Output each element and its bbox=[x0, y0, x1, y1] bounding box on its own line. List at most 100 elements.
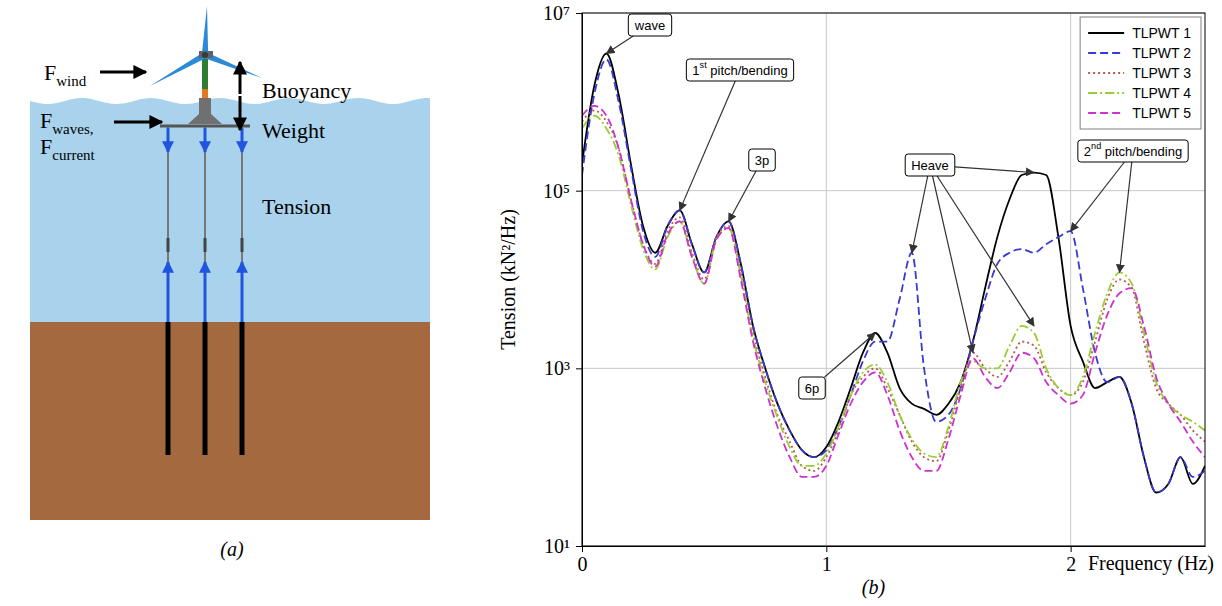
tick: 10¹ bbox=[544, 535, 582, 557]
annotation-arrows bbox=[1071, 162, 1132, 272]
tick-mark bbox=[582, 546, 583, 552]
series-line bbox=[582, 110, 1205, 470]
annotation-box bbox=[686, 59, 793, 81]
x-axis-title: Frequency (Hz) bbox=[1088, 552, 1214, 575]
tick: 10³ bbox=[544, 357, 582, 379]
tendon-joint bbox=[167, 238, 170, 252]
annotation: 6p bbox=[799, 333, 875, 399]
annotation-arrow bbox=[933, 176, 973, 353]
tick: 10⁵ bbox=[543, 180, 582, 202]
label-main: Tension bbox=[262, 194, 331, 219]
label-subscript: waves, bbox=[52, 121, 93, 137]
label-subscript: current bbox=[52, 147, 95, 163]
legend-swatch bbox=[1088, 52, 1124, 54]
tension-arrow bbox=[167, 262, 170, 322]
panel-b: 10¹ 10³ 10⁵ 10⁷ 0 1 2 Tension (kN²/Hz) Frequency… bbox=[497, 2, 1214, 599]
figure: FwindBuoyancyWeightFwaves,FcurrentTensio… bbox=[0, 0, 1222, 606]
tick-label: 10⁷ bbox=[543, 2, 570, 24]
spokes bbox=[160, 125, 250, 128]
diagram-label: Weight bbox=[262, 118, 325, 143]
y-axis-title: Tension (kN²/Hz) bbox=[497, 209, 520, 350]
tick-mark bbox=[576, 546, 582, 547]
tick-mark bbox=[576, 191, 582, 192]
annotation-arrow bbox=[729, 171, 756, 221]
tendon-joint bbox=[241, 238, 244, 252]
tendon bbox=[241, 126, 243, 322]
legend-swatch bbox=[1088, 32, 1124, 34]
grid-line bbox=[1070, 13, 1071, 546]
pile bbox=[240, 322, 245, 455]
tower-band bbox=[202, 89, 208, 98]
blade bbox=[150, 52, 207, 86]
legend-label: TLPWT 3 bbox=[1132, 65, 1191, 81]
annotation-box bbox=[799, 377, 825, 399]
tick: 1 bbox=[822, 546, 832, 575]
tick-mark bbox=[576, 13, 582, 14]
wave-arrow bbox=[114, 121, 162, 124]
buoyancy-arrow bbox=[239, 62, 242, 94]
pile bbox=[166, 322, 171, 455]
tick-label: 10⁵ bbox=[543, 180, 570, 202]
weight-arrow bbox=[239, 96, 242, 130]
tension-arrow bbox=[167, 128, 170, 152]
text-part: 2 bbox=[1084, 144, 1091, 159]
legend-label: TLPWT 1 bbox=[1132, 25, 1191, 41]
diagram-label: Buoyancy bbox=[262, 78, 351, 103]
annotation-arrows bbox=[606, 36, 633, 54]
diagram-label: Fwind bbox=[44, 60, 87, 89]
tick-label: 1 bbox=[822, 553, 832, 575]
tick-label: 10³ bbox=[544, 357, 570, 379]
annotation: 1st pitch/bending bbox=[680, 59, 794, 210]
series-line bbox=[582, 106, 1205, 477]
floater bbox=[188, 98, 222, 124]
tick: 10⁷ bbox=[543, 2, 582, 24]
legend-swatch bbox=[1088, 92, 1124, 94]
annotation-arrows bbox=[680, 81, 736, 210]
panel-a: FwindBuoyancyWeightFwaves,FcurrentTensio… bbox=[30, 6, 430, 561]
legend-box bbox=[1080, 17, 1201, 129]
plot-frame bbox=[582, 13, 1205, 546]
axis-line bbox=[582, 14, 583, 547]
annotation-arrows bbox=[729, 171, 756, 221]
label-main: Weight bbox=[262, 118, 325, 143]
tick-mark bbox=[1071, 546, 1072, 552]
panel-caption: (b) bbox=[862, 576, 886, 599]
legend: TLPWT 1TLPWT 2TLPWT 3TLPWT 4TLPWT 5 bbox=[1080, 17, 1201, 129]
annotation-arrow bbox=[1119, 162, 1131, 272]
annotation-text: Heave bbox=[911, 158, 949, 173]
text-part: pitch/bending bbox=[1101, 144, 1182, 159]
blade bbox=[202, 6, 208, 55]
tick-mark bbox=[576, 368, 582, 369]
tick-mark bbox=[826, 546, 827, 552]
annotation-text: wave bbox=[634, 18, 665, 33]
annotation-arrow bbox=[606, 36, 633, 54]
tick: 0 bbox=[578, 546, 588, 575]
annotation-arrow bbox=[1071, 162, 1125, 231]
text-part: 1 bbox=[692, 63, 699, 78]
annotation-text: 2nd pitch/bending bbox=[1084, 141, 1182, 159]
diagram-label: Tension bbox=[262, 194, 331, 219]
grid bbox=[582, 13, 1205, 546]
legend-swatch bbox=[1088, 112, 1124, 114]
y-axis: 10¹ 10³ 10⁵ 10⁷ bbox=[543, 2, 582, 557]
annotation-arrow bbox=[937, 176, 1034, 326]
tick-label: 0 bbox=[578, 553, 588, 575]
seabed bbox=[30, 322, 430, 520]
nacelle bbox=[199, 51, 213, 58]
tick: 2 bbox=[1066, 546, 1076, 575]
text-part: pitch/bending bbox=[707, 63, 788, 78]
annotation-arrow bbox=[825, 333, 876, 377]
annotation-box bbox=[1078, 140, 1188, 162]
label-main: F bbox=[44, 60, 56, 85]
annotation-box bbox=[749, 149, 775, 171]
text-superscript: nd bbox=[1091, 141, 1101, 151]
annotation-arrow bbox=[912, 176, 928, 253]
tower bbox=[202, 55, 208, 98]
legend-label: TLPWT 2 bbox=[1132, 45, 1191, 61]
tension-arrow bbox=[241, 128, 244, 152]
pile bbox=[203, 322, 208, 455]
tension-arrow bbox=[204, 128, 207, 152]
label-main: F bbox=[40, 134, 52, 159]
annotation-box bbox=[628, 14, 671, 36]
annotation-arrow bbox=[680, 81, 736, 210]
